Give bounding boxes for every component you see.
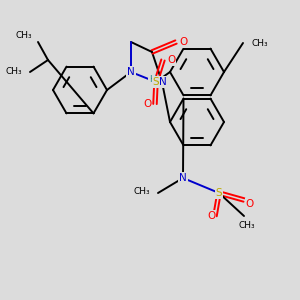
- Text: S: S: [153, 77, 159, 87]
- Text: H: H: [148, 76, 155, 85]
- Text: O: O: [143, 99, 151, 109]
- Text: N: N: [159, 77, 167, 87]
- Text: O: O: [180, 37, 188, 47]
- Text: CH₃: CH₃: [5, 68, 22, 76]
- Text: N: N: [179, 173, 187, 183]
- Text: CH₃: CH₃: [134, 188, 150, 196]
- Text: CH₃: CH₃: [15, 32, 32, 40]
- Text: O: O: [246, 199, 254, 209]
- Text: CH₃: CH₃: [239, 221, 255, 230]
- Text: O: O: [167, 55, 175, 65]
- Text: O: O: [207, 211, 215, 221]
- Text: S: S: [216, 188, 222, 198]
- Text: N: N: [127, 67, 135, 77]
- Text: CH₃: CH₃: [252, 38, 268, 47]
